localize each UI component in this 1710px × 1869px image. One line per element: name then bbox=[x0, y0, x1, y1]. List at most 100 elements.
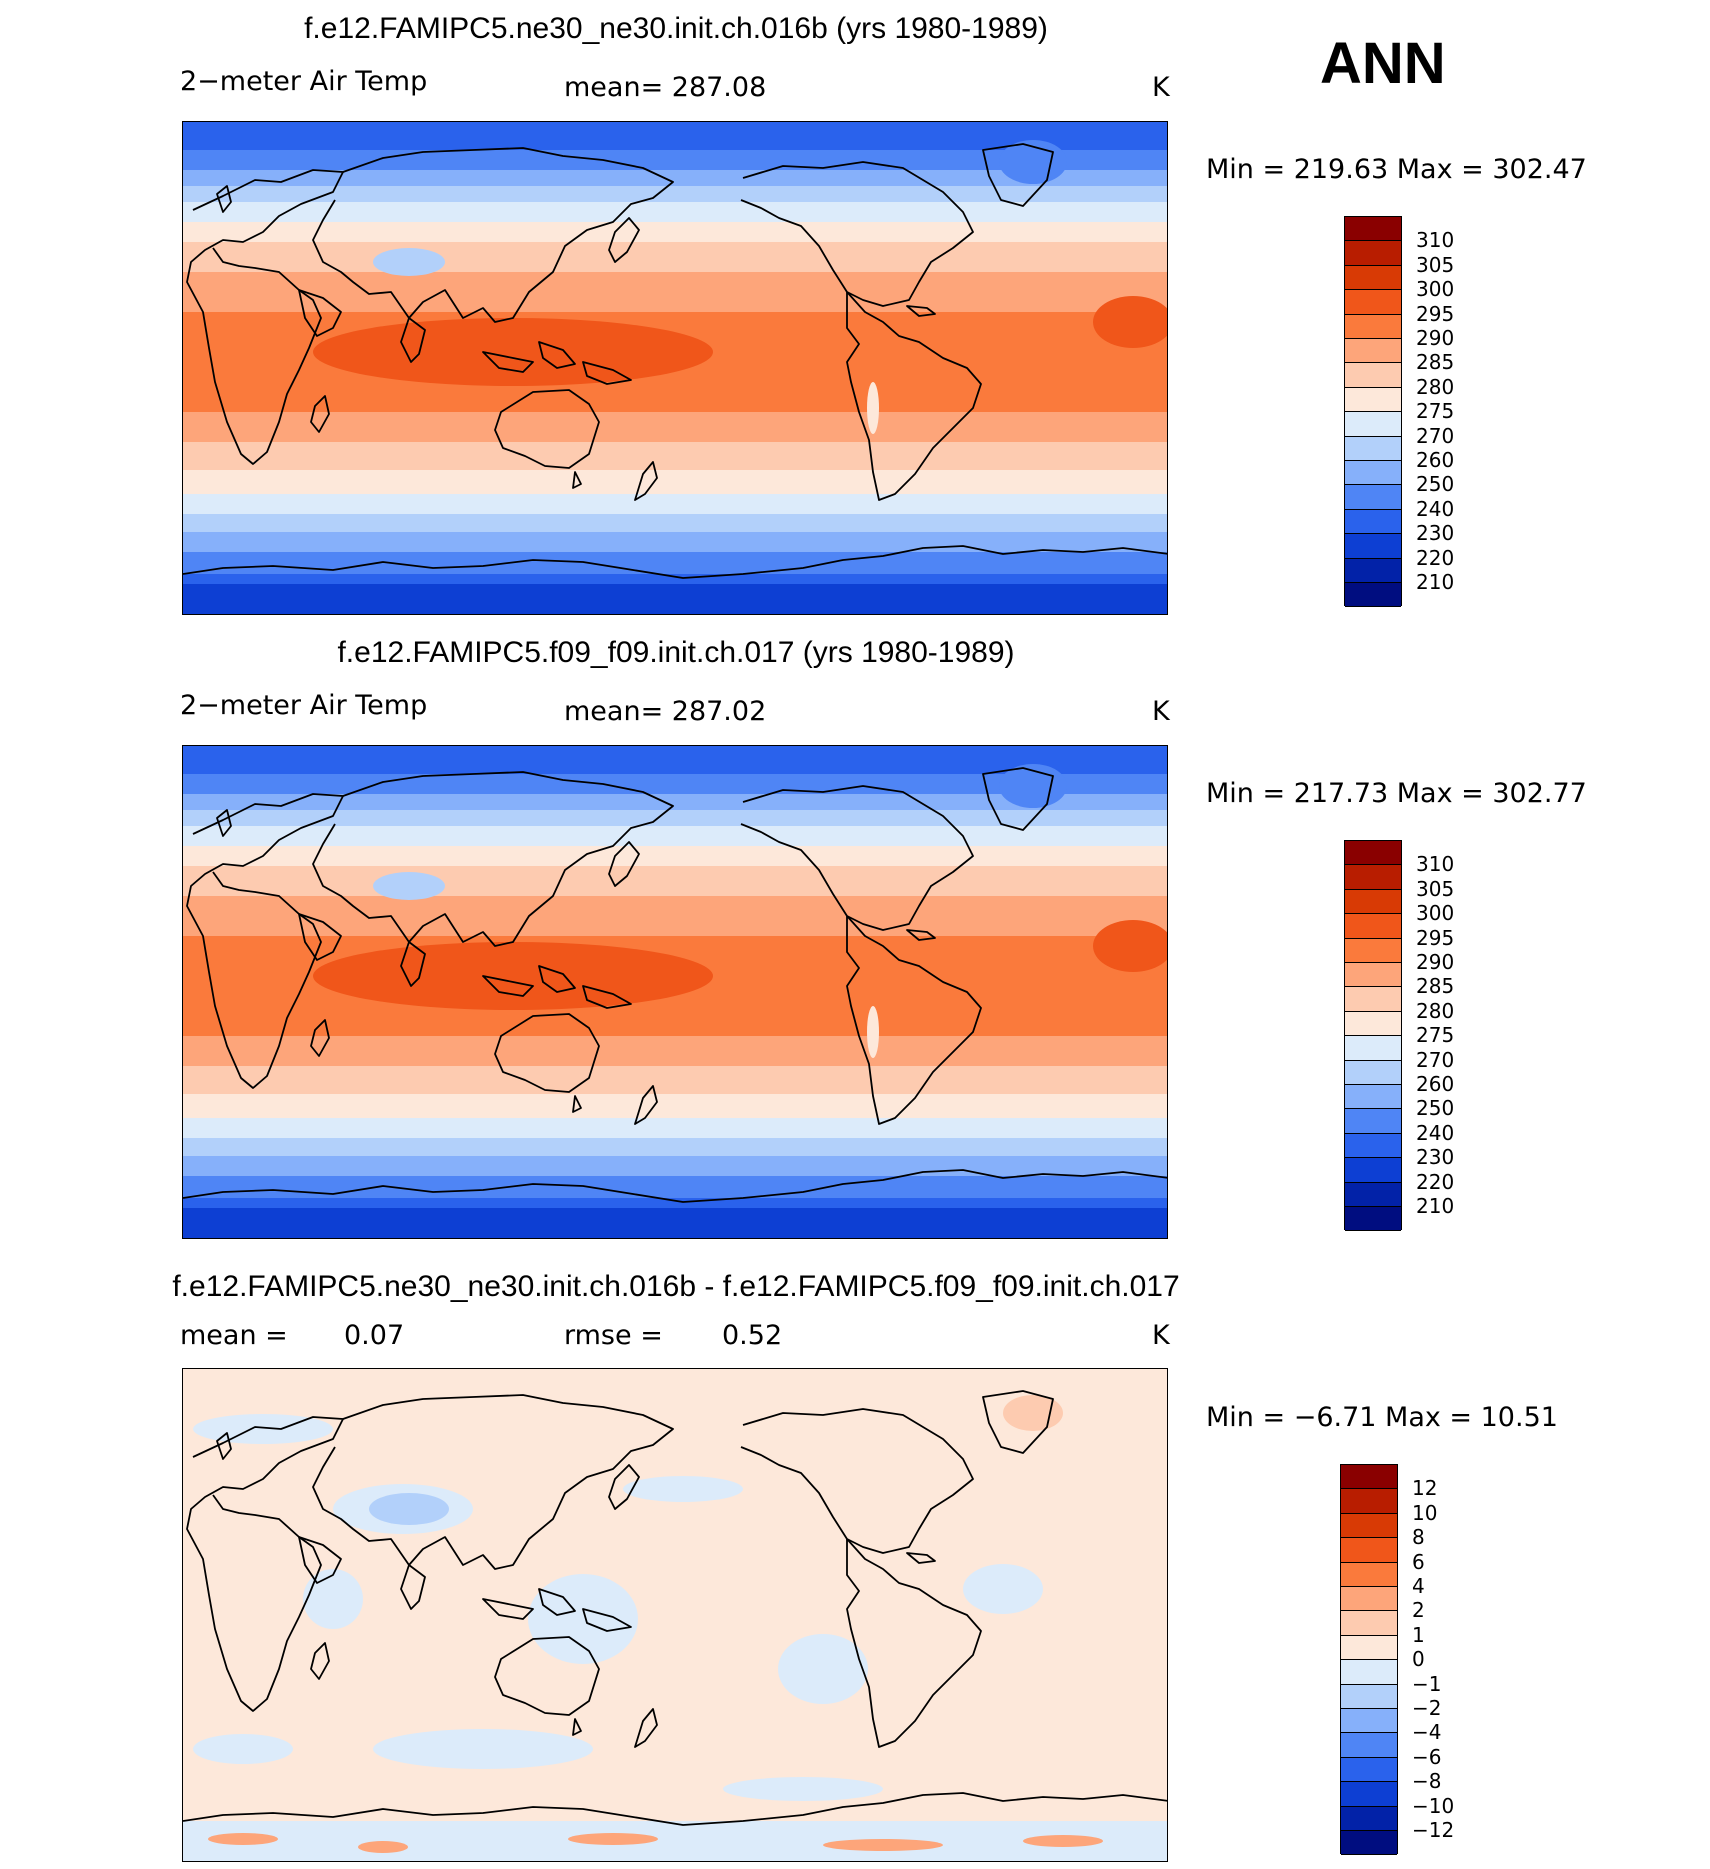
field-band bbox=[183, 896, 1167, 936]
coastline bbox=[740, 1408, 974, 1554]
coastline bbox=[312, 147, 674, 323]
colorbar-swatch bbox=[1345, 914, 1401, 939]
colorbar-swatch bbox=[1345, 534, 1401, 559]
coastline bbox=[634, 1085, 658, 1125]
panel3-mean-label: mean = bbox=[180, 1320, 288, 1351]
diff-blob bbox=[373, 1729, 593, 1769]
coastline bbox=[906, 1552, 936, 1564]
panel1-units: K bbox=[1152, 72, 1170, 103]
colorbar-label: 250 bbox=[1416, 472, 1455, 497]
panel1-minmax: Min = 219.63 Max = 302.47 bbox=[1206, 154, 1587, 185]
antarctic-interior bbox=[183, 584, 1167, 614]
colorbar-label: 210 bbox=[1416, 570, 1455, 594]
diff-blob bbox=[963, 1564, 1043, 1614]
field-band bbox=[183, 532, 1167, 552]
coastline bbox=[312, 1394, 674, 1570]
colorbar-swatch bbox=[1341, 1709, 1397, 1734]
warm-pool bbox=[313, 942, 713, 1010]
colorbar-swatch bbox=[1341, 1660, 1397, 1685]
coastline bbox=[582, 985, 632, 1009]
coastline bbox=[538, 341, 576, 369]
coastline bbox=[216, 809, 232, 837]
diff-blob bbox=[193, 1414, 333, 1444]
coastline bbox=[582, 361, 632, 385]
coastline bbox=[482, 1598, 534, 1620]
colorbar-swatch bbox=[1341, 1757, 1397, 1783]
colorbar-label: 275 bbox=[1416, 399, 1455, 424]
colorbar-swatch bbox=[1345, 1158, 1401, 1183]
field-band bbox=[183, 514, 1167, 532]
colorbar-label: 2 bbox=[1412, 1598, 1425, 1623]
colorbar-swatch bbox=[1345, 412, 1401, 437]
coastline bbox=[400, 941, 426, 987]
greenland-anomaly bbox=[1003, 1395, 1063, 1431]
temperature-field bbox=[183, 746, 1167, 1238]
colorbar-swatch bbox=[1341, 1831, 1397, 1856]
diff-blob bbox=[623, 1476, 743, 1502]
field-band bbox=[183, 122, 1167, 150]
colorbar-swatch bbox=[1345, 485, 1401, 510]
colorbar-swatch bbox=[1345, 558, 1401, 583]
panel2-mean: mean= 287.02 bbox=[564, 696, 767, 727]
colorbar-label: 295 bbox=[1416, 301, 1455, 326]
diff-blob bbox=[723, 1777, 883, 1801]
field-band bbox=[183, 1066, 1167, 1094]
tibet-cold bbox=[373, 248, 445, 276]
colorbar-swatch bbox=[1345, 1011, 1401, 1037]
panel1-map-canvas bbox=[183, 122, 1167, 614]
colorbar-label: 6 bbox=[1412, 1549, 1425, 1574]
coastline bbox=[572, 1718, 582, 1736]
colorbar-label: 1 bbox=[1412, 1622, 1425, 1647]
colorbar-label: 10 bbox=[1412, 1500, 1438, 1525]
colorbar-label: 12 bbox=[1412, 1476, 1438, 1501]
coastline bbox=[982, 143, 1054, 207]
field-band bbox=[183, 272, 1167, 312]
colorbar-label: −1 bbox=[1412, 1671, 1442, 1696]
colorbar-label: 260 bbox=[1416, 448, 1455, 472]
coastline bbox=[906, 929, 936, 941]
colorbar-label: 305 bbox=[1416, 252, 1455, 277]
colorbar-swatch bbox=[1345, 363, 1401, 388]
field-band bbox=[183, 442, 1167, 470]
colorbar-label: 270 bbox=[1416, 1047, 1455, 1072]
colorbar-swatch bbox=[1345, 1133, 1401, 1159]
coastlines bbox=[183, 143, 1167, 579]
coastline bbox=[310, 1642, 330, 1680]
colorbar-swatch bbox=[1345, 436, 1401, 461]
colorbar-swatch bbox=[1345, 841, 1401, 866]
colorbar-label: 290 bbox=[1416, 950, 1455, 974]
colorbar-swatch bbox=[1341, 1635, 1397, 1661]
coastline bbox=[608, 217, 640, 263]
colorbar-label: 290 bbox=[1416, 326, 1455, 350]
field-band bbox=[183, 1156, 1167, 1176]
panel3-minmax: Min = −6.71 Max = 10.51 bbox=[1206, 1402, 1558, 1433]
coastline bbox=[400, 317, 426, 363]
field-band bbox=[183, 242, 1167, 272]
field-band bbox=[183, 1036, 1167, 1066]
colorbar-swatch bbox=[1345, 387, 1401, 413]
warm-pool-atlantic bbox=[1093, 920, 1167, 972]
coastline bbox=[582, 1608, 632, 1632]
colorbar-swatch bbox=[1341, 1684, 1397, 1709]
tibet-anomaly bbox=[369, 1493, 449, 1525]
colorbar-swatch bbox=[1341, 1465, 1397, 1490]
colorbar-swatch bbox=[1341, 1562, 1397, 1587]
field-band bbox=[183, 222, 1167, 242]
colorbar-swatch bbox=[1345, 241, 1401, 266]
colorbar-label: 220 bbox=[1416, 545, 1455, 570]
colorbar-label: −10 bbox=[1412, 1793, 1455, 1818]
diff-blob bbox=[193, 1734, 293, 1764]
colorbar-swatch bbox=[1345, 1085, 1401, 1110]
panel3-rmse-value: 0.52 bbox=[722, 1320, 783, 1351]
panel3-map bbox=[182, 1368, 1168, 1862]
coastline bbox=[982, 1390, 1054, 1454]
diff-blob bbox=[778, 1634, 868, 1704]
coastline bbox=[538, 1588, 576, 1616]
colorbar-swatch bbox=[1345, 938, 1401, 963]
colorbar-label: 240 bbox=[1416, 496, 1455, 521]
colorbar-swatch bbox=[1345, 987, 1401, 1012]
field-band bbox=[183, 1138, 1167, 1156]
coastline bbox=[494, 1013, 600, 1093]
coastline bbox=[846, 1538, 982, 1748]
colorbar-swatch bbox=[1345, 889, 1401, 915]
